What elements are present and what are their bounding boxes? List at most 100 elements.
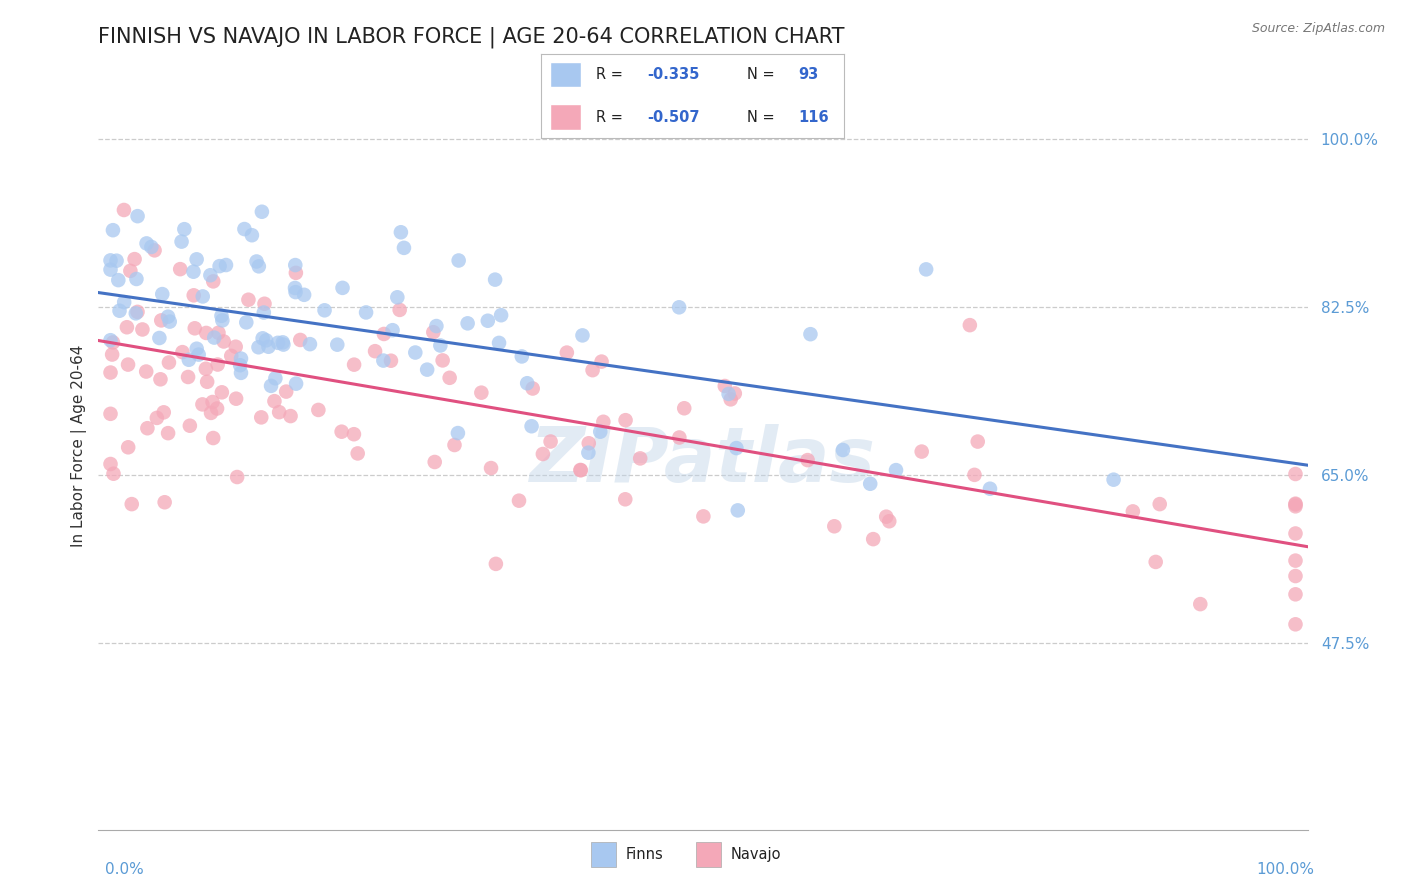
Point [101,223,124,237]
Point [152,405,174,419]
Point [120,264,142,278]
Point [443,438,465,452]
Point [226,470,249,484]
Point [796,453,818,467]
Point [457,316,479,330]
Point [668,301,690,315]
Text: FINNISH VS NAVAJO IN LABOR FORCE | AGE 20-64 CORRELATION CHART: FINNISH VS NAVAJO IN LABOR FORCE | AGE 2… [98,27,845,48]
Point [229,358,252,372]
Point [959,318,981,333]
Point [149,372,172,386]
Point [516,376,538,391]
Point [263,394,285,409]
Point [1149,497,1171,511]
Point [136,421,159,435]
Text: -0.335: -0.335 [647,67,700,82]
Point [112,202,135,217]
Point [1284,467,1306,481]
Point [578,436,600,450]
Point [250,204,273,219]
Point [202,330,225,344]
Bar [550,62,581,87]
Point [191,397,214,411]
Point [211,385,233,400]
Point [276,384,298,399]
Point [911,444,934,458]
Point [389,225,412,239]
Point [326,337,349,351]
Point [146,410,169,425]
Point [280,409,302,423]
Point [215,258,238,272]
Point [115,320,138,334]
Text: Source: ZipAtlas.com: Source: ZipAtlas.com [1251,22,1385,36]
Point [150,313,173,327]
Point [915,262,938,277]
Point [254,334,277,348]
Point [581,363,603,377]
Point [290,333,312,347]
Point [100,366,122,380]
Point [252,331,274,345]
Point [292,288,315,302]
Point [963,467,986,482]
Point [799,327,821,342]
Point [447,426,470,441]
Text: Finns: Finns [626,847,664,862]
Point [202,274,225,288]
Point [247,340,270,354]
Point [717,387,740,401]
Point [229,351,252,366]
Point [489,308,512,322]
Point [173,222,195,236]
Point [477,314,499,328]
Point [200,268,222,283]
Point [208,259,231,273]
Point [725,441,748,455]
Point [439,371,461,385]
Point [235,315,257,329]
Point [211,313,233,327]
Point [117,358,139,372]
Point [1284,569,1306,583]
Point [540,434,562,449]
Point [343,358,366,372]
Point [1284,553,1306,567]
Point [569,463,592,477]
Point [877,514,900,528]
Point [100,333,122,347]
Point [380,353,402,368]
Text: 116: 116 [799,110,830,125]
Point [212,334,235,349]
Text: N =: N = [747,110,779,125]
Point [343,427,366,442]
Point [488,335,510,350]
Point [720,392,742,407]
Point [271,335,294,350]
Point [284,266,307,280]
Point [387,290,409,304]
Point [727,503,749,517]
Point [589,425,612,439]
Point [172,345,194,359]
Point [314,303,336,318]
Point [186,252,208,267]
Point [470,385,492,400]
Point [195,375,218,389]
Point [101,335,124,350]
Point [1122,504,1144,518]
Point [177,370,200,384]
Point [273,337,295,351]
Point [240,228,263,243]
Point [169,262,191,277]
Point [423,455,446,469]
Point [298,337,321,351]
Point [614,492,637,507]
Point [447,253,470,268]
Point [373,353,395,368]
Point [150,287,173,301]
Point [307,403,329,417]
Point [205,401,228,416]
Point [125,272,148,286]
Point [127,209,149,223]
